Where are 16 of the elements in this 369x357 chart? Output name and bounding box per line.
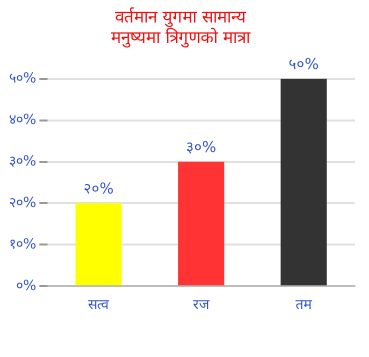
y-tick-label: ०%	[16, 278, 36, 294]
data-label: ५०%	[288, 55, 319, 74]
y-tick-label: ३०%	[8, 153, 36, 170]
y-tick-label: ५०%	[8, 70, 36, 86]
data-label: ३०%	[186, 138, 216, 156]
bar	[280, 78, 327, 286]
chart-title: वर्तमान युगमा सामान्य मनुष्यमा त्रिगुणको मात्रा	[111, 6, 251, 48]
bar	[76, 203, 122, 286]
x-tick-label: रज	[193, 297, 210, 314]
bar	[178, 162, 224, 286]
y-tick-label: १०%	[8, 236, 36, 252]
y-tick-label: ४०%	[8, 112, 36, 128]
x-tick-label: तम	[296, 297, 313, 314]
data-label: २०%	[83, 180, 114, 198]
y-tick-label: २०%	[8, 194, 36, 211]
x-tick-label: सत्व	[88, 297, 110, 314]
